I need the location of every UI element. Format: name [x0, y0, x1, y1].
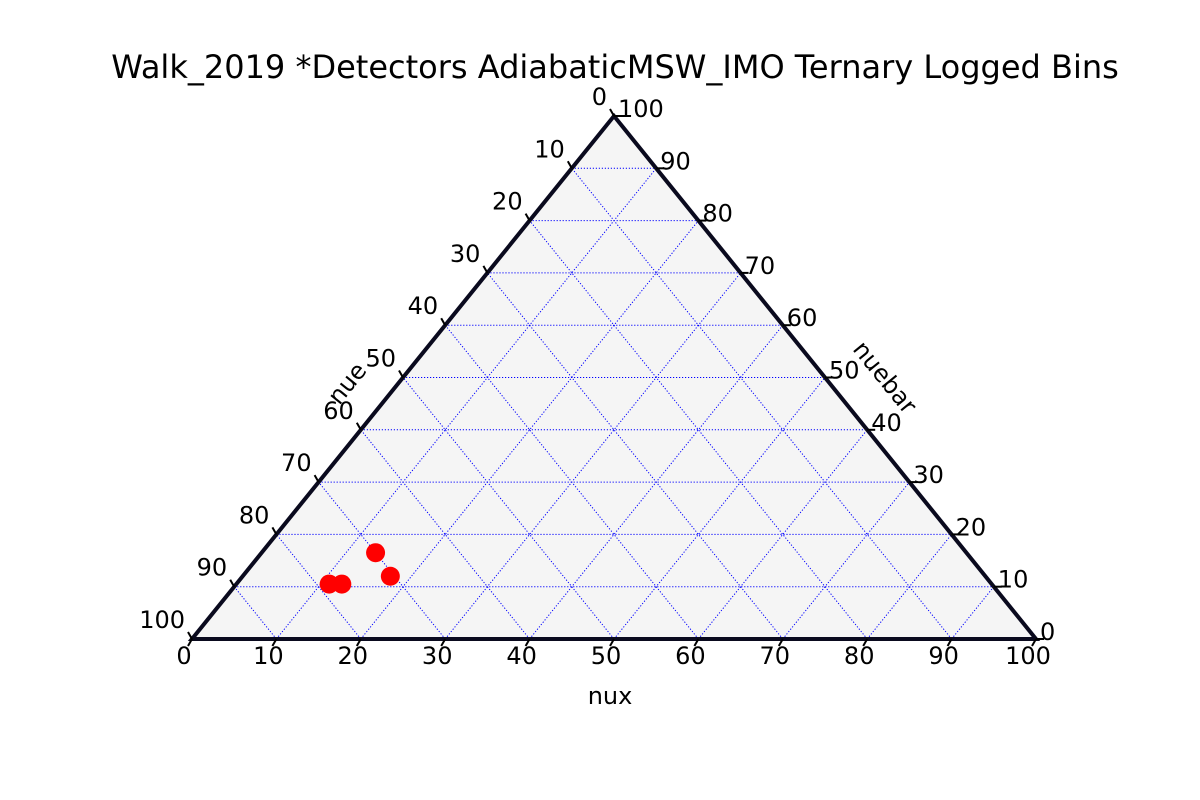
tick-label-nue: 80 — [239, 501, 270, 529]
tick-label-nux: 0 — [176, 642, 191, 670]
tick-mark-nue — [524, 213, 531, 222]
tick-label-nuebar: 90 — [660, 147, 691, 175]
tick-mark-nux — [524, 638, 531, 647]
axis-title-nux: nux — [588, 682, 633, 710]
tick-mark-nue — [187, 631, 193, 640]
tick-label-nuebar: 100 — [618, 95, 664, 123]
tick-mark-nux — [355, 638, 362, 647]
tick-label-nux: 70 — [760, 642, 791, 670]
axis-ticks — [187, 108, 1044, 647]
tick-label-nux: 50 — [591, 642, 622, 670]
grid-line-nue — [233, 586, 277, 640]
grid-line-nux — [529, 324, 784, 640]
grid-lines — [233, 167, 995, 640]
tick-label-nue: 100 — [139, 606, 185, 634]
tick-mark-nux — [1031, 638, 1037, 647]
tick-label-nuebar: 20 — [956, 513, 987, 541]
tick-mark-nue — [609, 108, 615, 117]
tick-label-nuebar: 80 — [702, 200, 733, 228]
tick-label-nue: 90 — [197, 554, 228, 582]
grid-line-nux — [866, 534, 952, 640]
tick-mark-nux — [862, 638, 869, 647]
tick-label-nuebar: 0 — [1040, 618, 1055, 646]
tick-label-nux: 40 — [506, 642, 537, 670]
tick-mark-nue — [271, 526, 278, 535]
data-point — [380, 566, 400, 586]
tick-label-nuebar: 50 — [829, 357, 860, 385]
tick-label-nuebar: 10 — [998, 566, 1029, 594]
data-points — [319, 543, 400, 594]
tick-label-nue: 10 — [534, 135, 565, 163]
tick-labels: 0 10 20 30 40 50 60 70 80 90 100010203040506070809… — [139, 83, 1055, 670]
tick-mark-nue — [566, 160, 573, 169]
tick-mark-nux — [946, 638, 953, 647]
tick-label-nux: 20 — [338, 642, 369, 670]
grid-line-nux — [613, 377, 826, 640]
tick-label-nuebar: 40 — [871, 409, 902, 437]
tick-mark-nux — [271, 638, 278, 647]
grid-line-nux — [276, 167, 657, 640]
tick-label-nux: 30 — [422, 642, 453, 670]
data-point — [366, 543, 386, 563]
tick-label-nux: 60 — [675, 642, 706, 670]
grid-line-nux — [444, 272, 741, 640]
tick-mark-nue — [313, 474, 320, 483]
tick-mark-nux — [187, 638, 193, 647]
tick-label-nux: 90 — [928, 642, 959, 670]
grid-line-nue — [571, 167, 952, 640]
tick-label-nux: 10 — [253, 642, 284, 670]
tick-mark-nue — [482, 265, 489, 274]
tick-label-nue: 40 — [408, 292, 439, 320]
tick-mark-nue — [229, 579, 236, 588]
tick-label-nue: 0 — [592, 83, 607, 111]
tick-label-nue: 50 — [365, 345, 396, 373]
tick-label-nux: 100 — [1005, 642, 1051, 670]
tick-mark-nux — [693, 638, 700, 647]
tick-mark-nue — [398, 370, 404, 378]
grid-line-nue — [276, 534, 362, 640]
tick-label-nue: 70 — [281, 449, 312, 477]
tick-label-nue: 60 — [323, 397, 354, 425]
tick-label-nuebar: 30 — [913, 461, 944, 489]
tick-mark-nux — [777, 638, 784, 647]
grid-line-nue — [318, 481, 446, 640]
tick-label-nue: 20 — [492, 188, 523, 216]
chart-title: Walk_2019 *Detectors AdiabaticMSW_IMO Te… — [111, 48, 1119, 86]
tick-label-nuebar: 70 — [745, 252, 776, 280]
grid-line-nux — [951, 586, 995, 640]
tick-label-nuebar: 60 — [787, 304, 818, 332]
tick-label-nux: 80 — [844, 642, 875, 670]
grid-line-nux — [782, 481, 910, 640]
data-point — [332, 574, 352, 594]
grid-line-nue — [529, 220, 868, 640]
tick-mark-nue — [355, 422, 362, 431]
grid-line-nux — [360, 220, 699, 640]
grid-line-nue — [402, 377, 615, 640]
tick-label-nue: 30 — [450, 240, 481, 268]
grid-line-nue — [487, 272, 784, 640]
tick-mark-nux — [609, 638, 615, 647]
tick-mark-nux — [440, 638, 447, 647]
tick-mark-nue — [440, 317, 447, 326]
